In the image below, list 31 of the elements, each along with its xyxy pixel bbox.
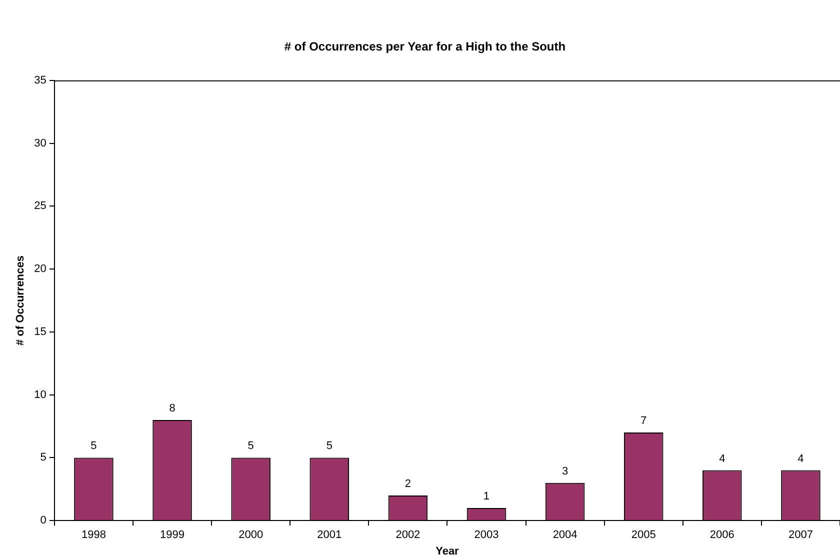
- chart-title: # of Occurrences per Year for a High to the South: [284, 40, 566, 54]
- data-label: 4: [719, 452, 726, 465]
- y-tick-label: 10: [34, 388, 46, 401]
- y-tick-label: 20: [34, 263, 46, 276]
- x-tick-label: 1999: [160, 529, 185, 542]
- x-tick-label: 2004: [552, 529, 578, 542]
- x-tick-label: 2005: [631, 529, 656, 542]
- data-label: 4: [798, 452, 804, 465]
- y-tick-label: 35: [34, 74, 46, 86]
- x-tick-label: 2007: [788, 529, 813, 542]
- data-label: 3: [562, 465, 568, 478]
- x-axis-title: Year: [436, 545, 460, 558]
- data-label: 5: [90, 440, 97, 452]
- x-tick-label: 2002: [396, 529, 420, 542]
- data-label: 1: [483, 490, 490, 503]
- y-tick-label: 30: [34, 137, 46, 150]
- x-tick-label: 2003: [474, 529, 499, 542]
- data-label: 7: [640, 415, 647, 428]
- y-tick-label: 5: [40, 452, 46, 464]
- y-tick-label: 0: [40, 514, 46, 527]
- y-tick-label: 25: [34, 200, 46, 212]
- x-tick-label: 2001: [317, 529, 342, 542]
- data-label: 5: [248, 440, 254, 452]
- data-label: 8: [169, 402, 176, 415]
- data-label: 5: [326, 440, 332, 452]
- y-tick-label: 15: [34, 326, 46, 338]
- x-tick-label: 2000: [238, 529, 264, 542]
- data-label: 2: [404, 478, 411, 490]
- y-axis-title: # of Occurrences: [14, 256, 27, 346]
- x-tick-label: 1998: [81, 529, 106, 542]
- x-tick-label: 2006: [710, 529, 734, 542]
